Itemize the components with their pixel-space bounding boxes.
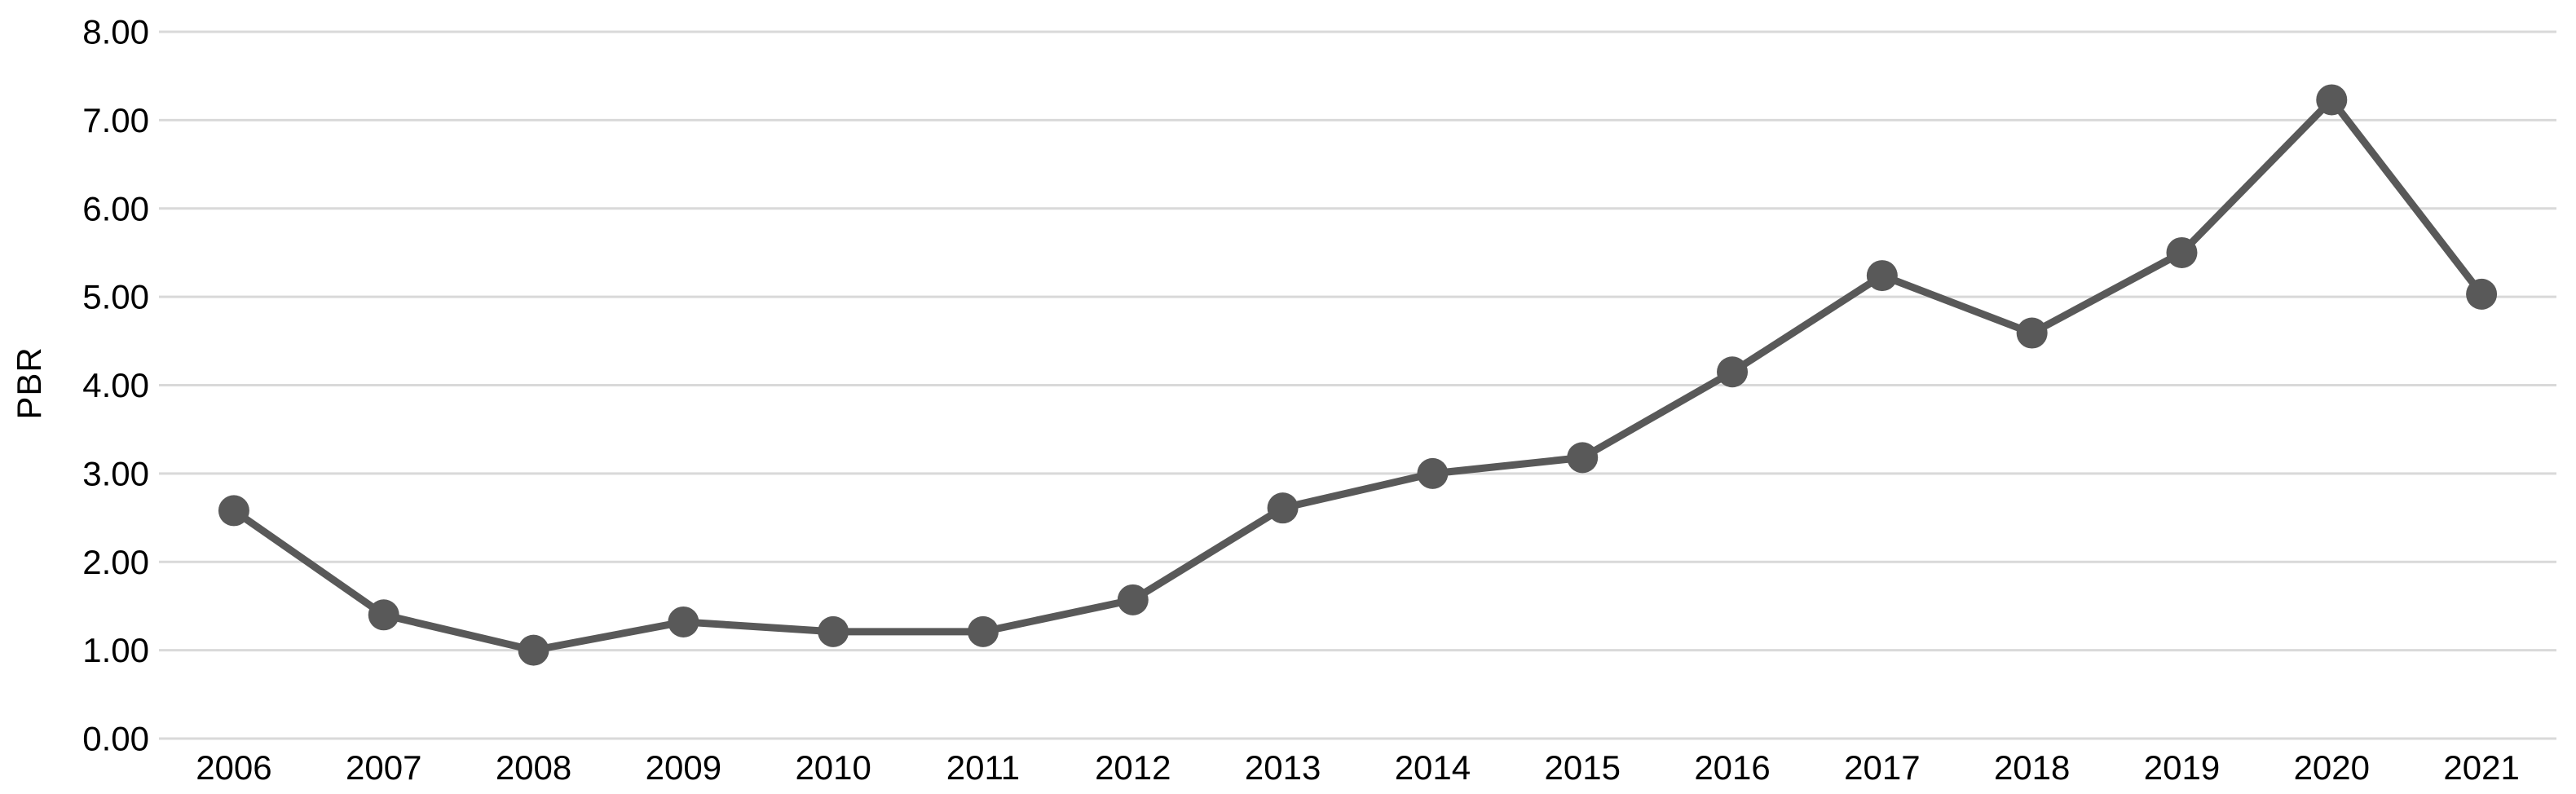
series-line: [230, 95, 2486, 655]
x-tick-label: 2006: [196, 748, 271, 787]
data-point-marker: [2166, 236, 2198, 268]
data-point-marker: [1417, 457, 1449, 489]
x-tick-label: 2018: [1994, 748, 2070, 787]
x-tick-label: 2015: [1545, 748, 1621, 787]
data-point-marker: [818, 615, 849, 647]
data-point-marker: [2316, 84, 2348, 116]
x-tick-label: 2016: [1694, 748, 1770, 787]
y-tick-label: 2.00: [82, 543, 149, 581]
x-tick-label: 2011: [946, 748, 1020, 787]
y-tick-label: 1.00: [82, 631, 149, 669]
x-tick-label: 2021: [2443, 748, 2519, 787]
y-tick-label: 8.00: [82, 13, 149, 51]
x-tick-label: 2010: [795, 748, 871, 787]
data-point-marker: [1866, 260, 1898, 292]
y-tick-label: 4.00: [82, 366, 149, 404]
x-tick-label: 2014: [1395, 748, 1471, 787]
y-tick-label: 5.00: [82, 278, 149, 316]
x-tick-label: 2008: [496, 748, 571, 787]
data-point-marker: [1117, 584, 1149, 615]
data-point-marker: [1567, 442, 1599, 474]
y-tick-label: 3.00: [82, 454, 149, 492]
x-tick-label: 2020: [2294, 748, 2370, 787]
y-tick-label: 6.00: [82, 189, 149, 227]
x-tick-label: 2019: [2144, 748, 2220, 787]
data-point-marker: [668, 606, 699, 637]
data-point-marker: [2016, 317, 2048, 349]
x-tick-label: 2013: [1245, 748, 1321, 787]
data-point-marker: [1717, 356, 1749, 388]
x-tick-label: 2017: [1844, 748, 1920, 787]
y-tick-label: 0.00: [82, 720, 149, 758]
data-point-marker: [1267, 492, 1299, 524]
data-point-marker: [368, 599, 399, 631]
y-tick-label: 7.00: [82, 101, 149, 139]
data-point-marker: [218, 495, 249, 527]
x-tick-label: 2009: [646, 748, 721, 787]
y-axis-title: PBR: [10, 346, 48, 420]
data-point-marker: [967, 615, 999, 647]
data-point-marker: [2466, 278, 2498, 310]
data-point-marker: [518, 634, 549, 666]
x-tick-label: 2007: [346, 748, 421, 787]
x-tick-label: 2012: [1095, 748, 1171, 787]
